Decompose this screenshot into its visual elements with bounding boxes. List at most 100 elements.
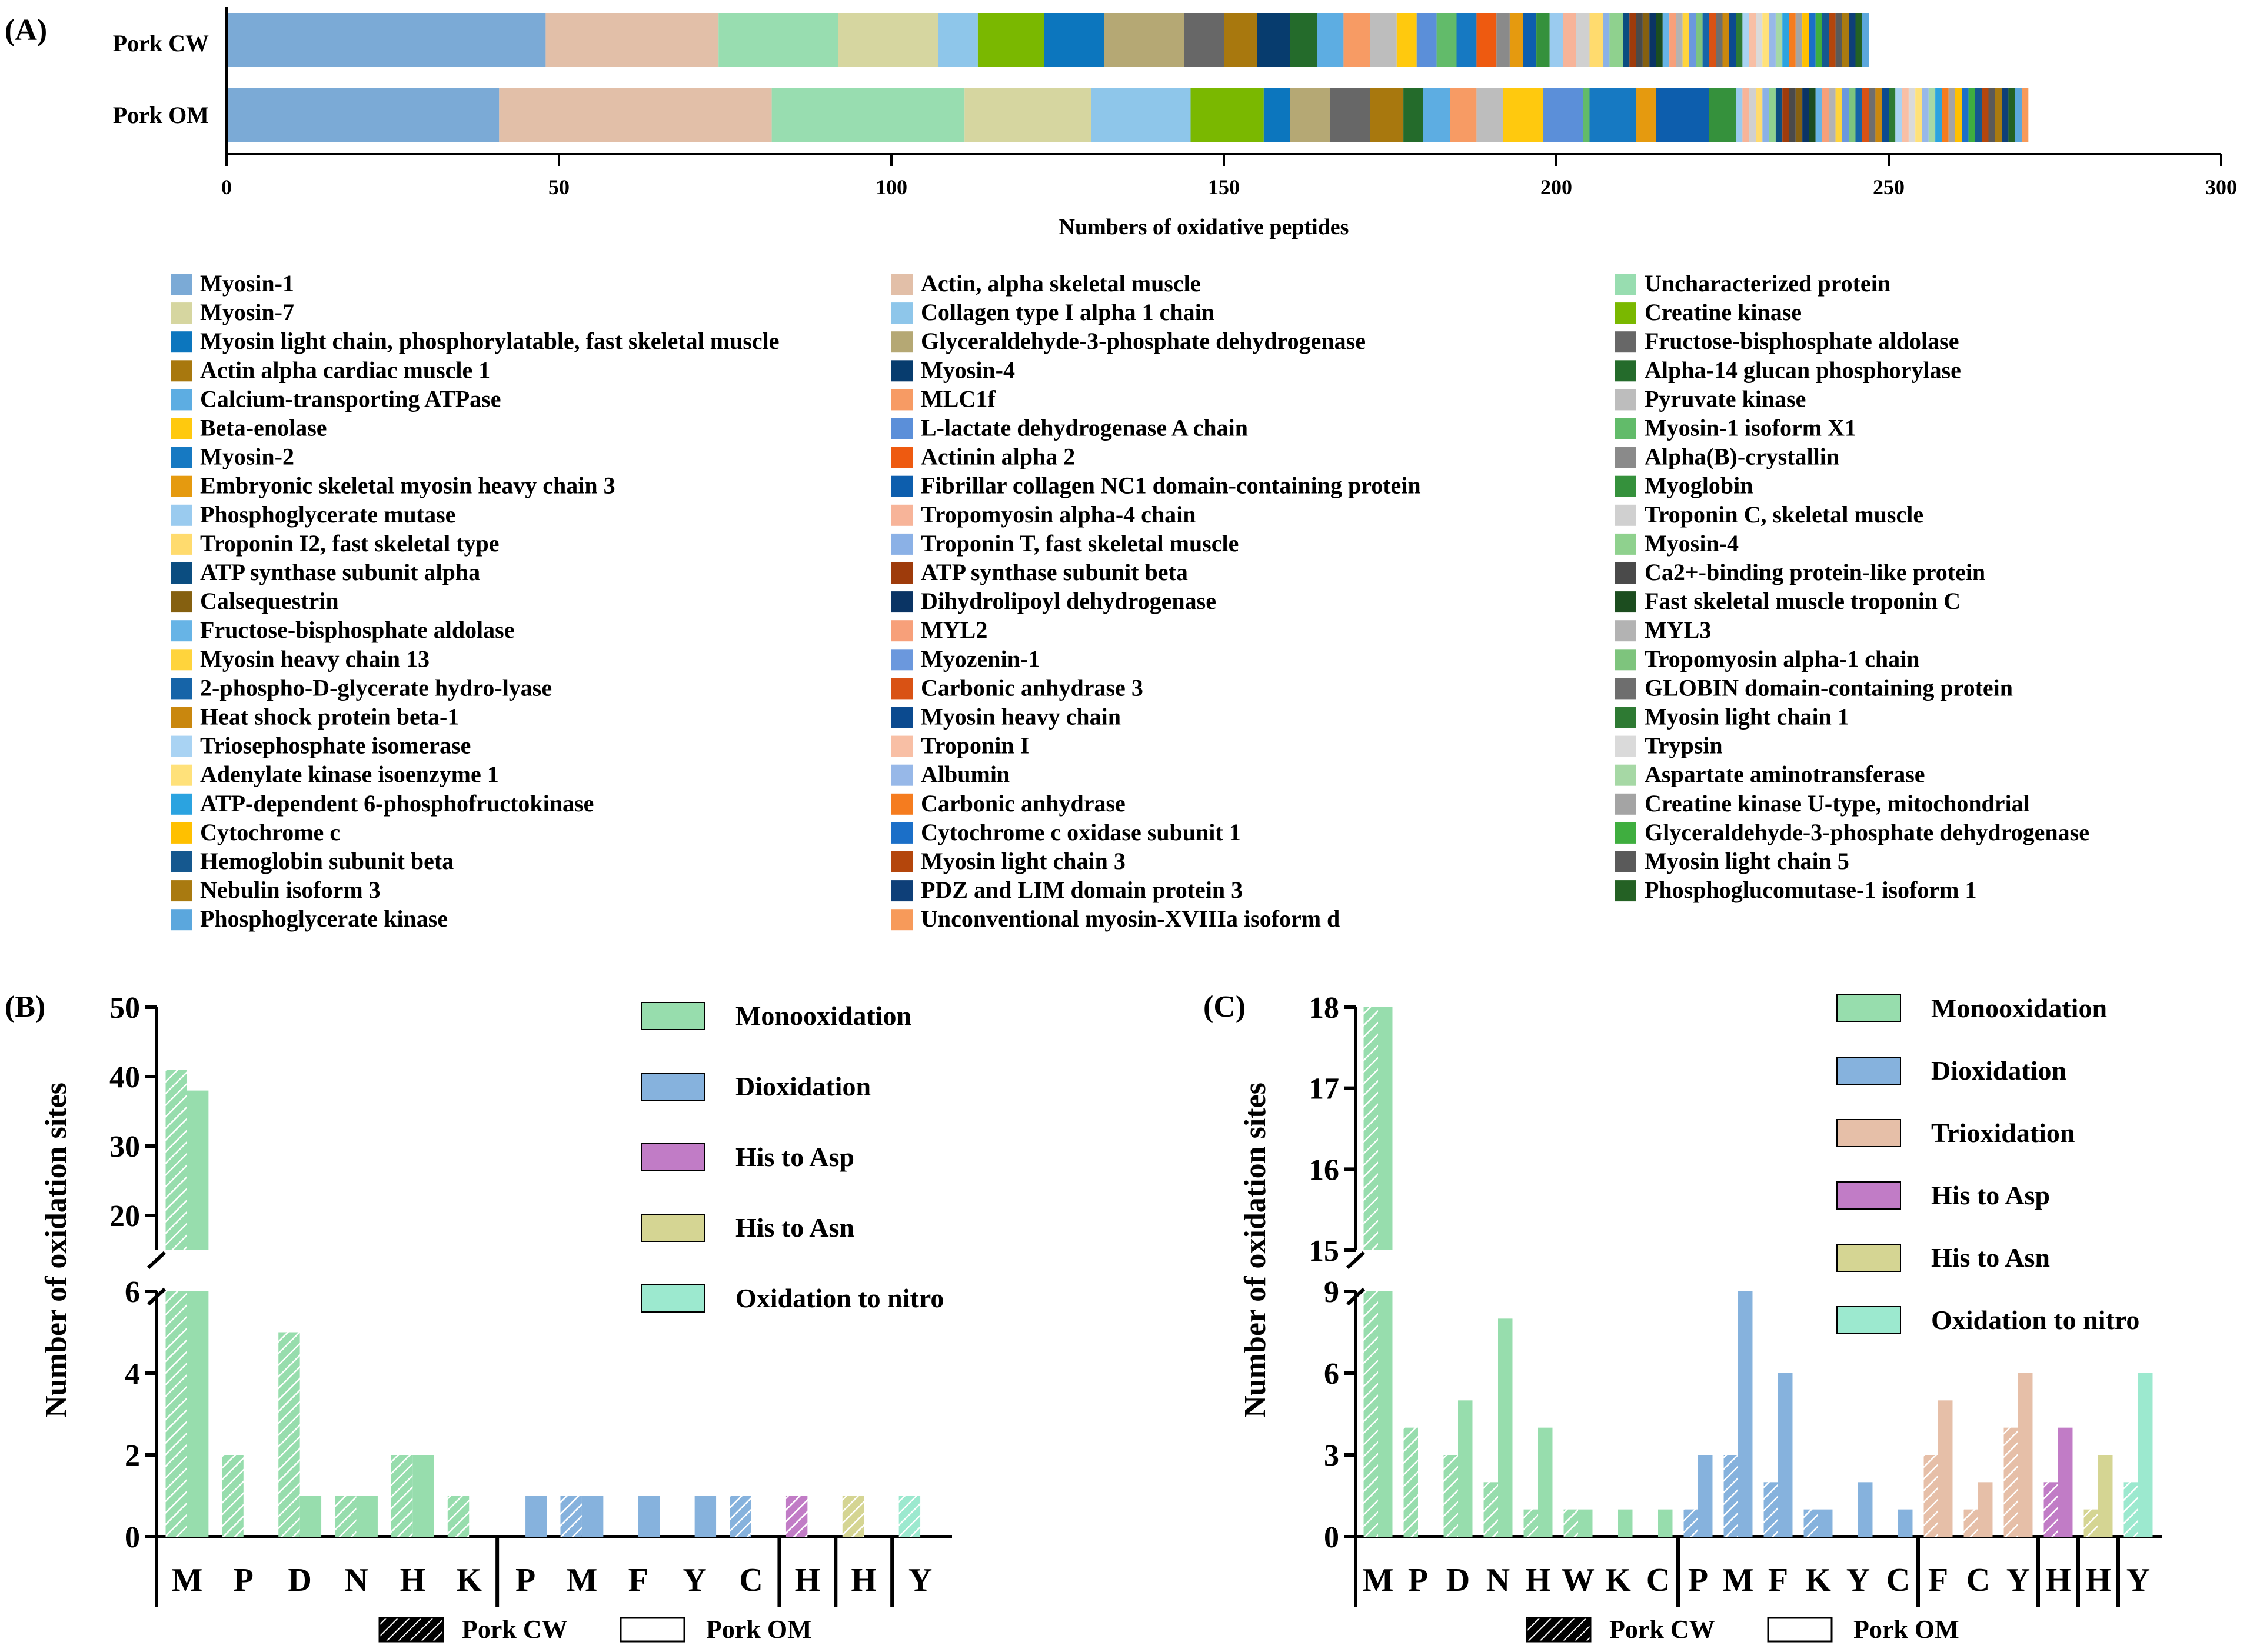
y-tick-label: 15 [1309,1234,1339,1268]
legend-swatch [641,1002,705,1030]
panel-c-bar-chart: (C) Number of oxidation sites 0 3 6 9 15 16 17… [1203,990,2162,1644]
bar-pork-cw [1723,1455,1738,1537]
y-tick-label: 0 [1324,1521,1339,1554]
panel-a-bar-segment [1795,13,1803,67]
panel-a-legend-label: Myosin-2 [200,444,294,470]
panel-a-legend-label: Cytochrome c [200,819,340,845]
x-category-label: W [1562,1562,1595,1598]
x-category-label: K [1805,1562,1831,1598]
panel-a-legend-swatch [1615,678,1636,700]
panel-a-legend-swatch [171,678,192,700]
bar-pork-om [2058,1427,2073,1537]
panel-a-bar-segment [1756,88,1763,142]
panel-a-bar-segment [1908,88,1916,142]
x-category-label: Y [2126,1562,2150,1598]
panel-a-legend-label: Cytochrome c oxidase subunit 1 [921,819,1241,845]
x-category-label: H [795,1562,821,1598]
x-category-label: H [851,1562,877,1598]
panel-a-legend-swatch [171,274,192,295]
bar-pork-om [525,1496,547,1537]
x-category-label: K [1605,1562,1631,1598]
panel-a-legend-swatch [1615,302,1636,324]
panel-a-bar-segment [1942,88,1949,142]
bar-pork-cw [335,1496,357,1537]
panel-a-bar-segment [1922,88,1929,142]
panel-a-legend-swatch [1615,620,1636,642]
legend-label-pork-om: Pork OM [706,1615,812,1644]
bar-pork-om-lower [187,1291,209,1537]
panel-a-x-tick-label: 300 [2205,175,2237,199]
panel-a-x-tick-label: 100 [876,175,907,199]
panel-a-category-label: Pork OM [113,102,209,128]
x-category-label: C [1966,1562,1990,1598]
panel-a-legend-label: Myosin-1 [200,270,294,297]
panel-a-bar-segment [1835,88,1842,142]
panel-a-legend-label: Myosin-7 [200,299,294,325]
x-category-label: P [515,1562,535,1598]
panel-a-bar-segment [1815,88,1822,142]
panel-a-bar-segment [1629,13,1636,67]
axis-break-mark [147,1287,167,1306]
bar-pork-om [356,1496,378,1537]
panel-a-bar-segment [1988,88,1995,142]
panel-a-legend-label: MYL2 [921,617,987,643]
legend-swatch-pork-cw [378,1617,444,1643]
panel-a-bar-segment [1709,13,1716,67]
legend-swatch [1836,1181,1901,1210]
panel-a-legend-label: Hemoglobin subunit beta [200,848,454,874]
panel-a-bar-segment [1609,13,1623,67]
panel-a-bar-segment [1370,88,1404,142]
panel-a-bar-segment [1809,13,1816,67]
panel-a-legend-swatch [891,360,913,382]
panel-a-bar-segment [1317,13,1344,67]
panel-a-legend-swatch [891,678,913,700]
panel-a-legend-swatch [891,591,913,613]
panel-a-legend-swatch [1615,793,1636,815]
panel-a-bar-segment [1370,13,1397,67]
panel-a-bar-segment [1656,13,1663,67]
panel-a-legend-label: Creatine kinase [1645,299,1802,325]
bar-pork-om [1898,1509,1913,1537]
bar-pork-cw [1563,1509,1578,1537]
y-tick-label: 3 [1324,1439,1339,1473]
x-category-label: K [456,1562,482,1598]
bar-pork-om [1978,1482,1993,1537]
panel-a-legend-label: Troponin C, skeletal muscle [1645,501,1923,528]
panel-a-bar-segment [964,88,1091,142]
panel-a-x-axis-title: Numbers of oxidative peptides [1059,215,1349,239]
panel-a-bar-segment [1982,88,1989,142]
panel-a-legend-label: PDZ and LIM domain protein 3 [921,877,1243,903]
panel-a-bar-segment [1829,13,1836,67]
bar-pork-cw [1523,1509,1538,1537]
panel-a-category-label: Pork CW [113,30,209,56]
panel-a-bar-segment [1702,13,1709,67]
panel-a-legend-swatch [891,649,913,671]
panel-a-bar-segment [1742,88,1749,142]
bar-pork-cw [1443,1455,1458,1537]
legend-swatch [641,1214,705,1242]
x-category-label: M [566,1562,597,1598]
panel-a-bar-segment [1257,13,1290,67]
panel-a-bar-segment [1948,88,1955,142]
legend-swatch-pork-om [620,1617,685,1643]
panel-a-legend-swatch [891,533,913,555]
panel-a-bar-segment [1536,13,1550,67]
panel-a-legend-swatch [1615,735,1636,757]
panel-a-legend-swatch [171,360,192,382]
panel-a-bar-segment [1263,88,1290,142]
panel-a-legend-swatch [891,562,913,584]
bar-pork-cw [2043,1482,2058,1537]
legend-label-pork-om: Pork OM [1853,1615,1959,1644]
panel-a-legend-swatch [891,302,913,324]
legend-label-pork-cw: Pork CW [1609,1615,1715,1644]
panel-a-legend-label: L-lactate dehydrogenase A chain [921,415,1248,441]
panel-a-bar-segment [1902,88,1909,142]
panel-a-legend-label: Tropomyosin alpha-1 chain [1645,645,1920,672]
x-category-label: H [1525,1562,1551,1598]
y-tick-label: 16 [1309,1153,1339,1187]
panel-a-legend-swatch [171,764,192,786]
panel-a-legend-label: Triosephosphate isomerase [200,732,471,759]
panel-a-bar-segment [1842,13,1849,67]
panel-a-bar-segment [1583,88,1590,142]
panel-a-legend-swatch [1615,707,1636,728]
